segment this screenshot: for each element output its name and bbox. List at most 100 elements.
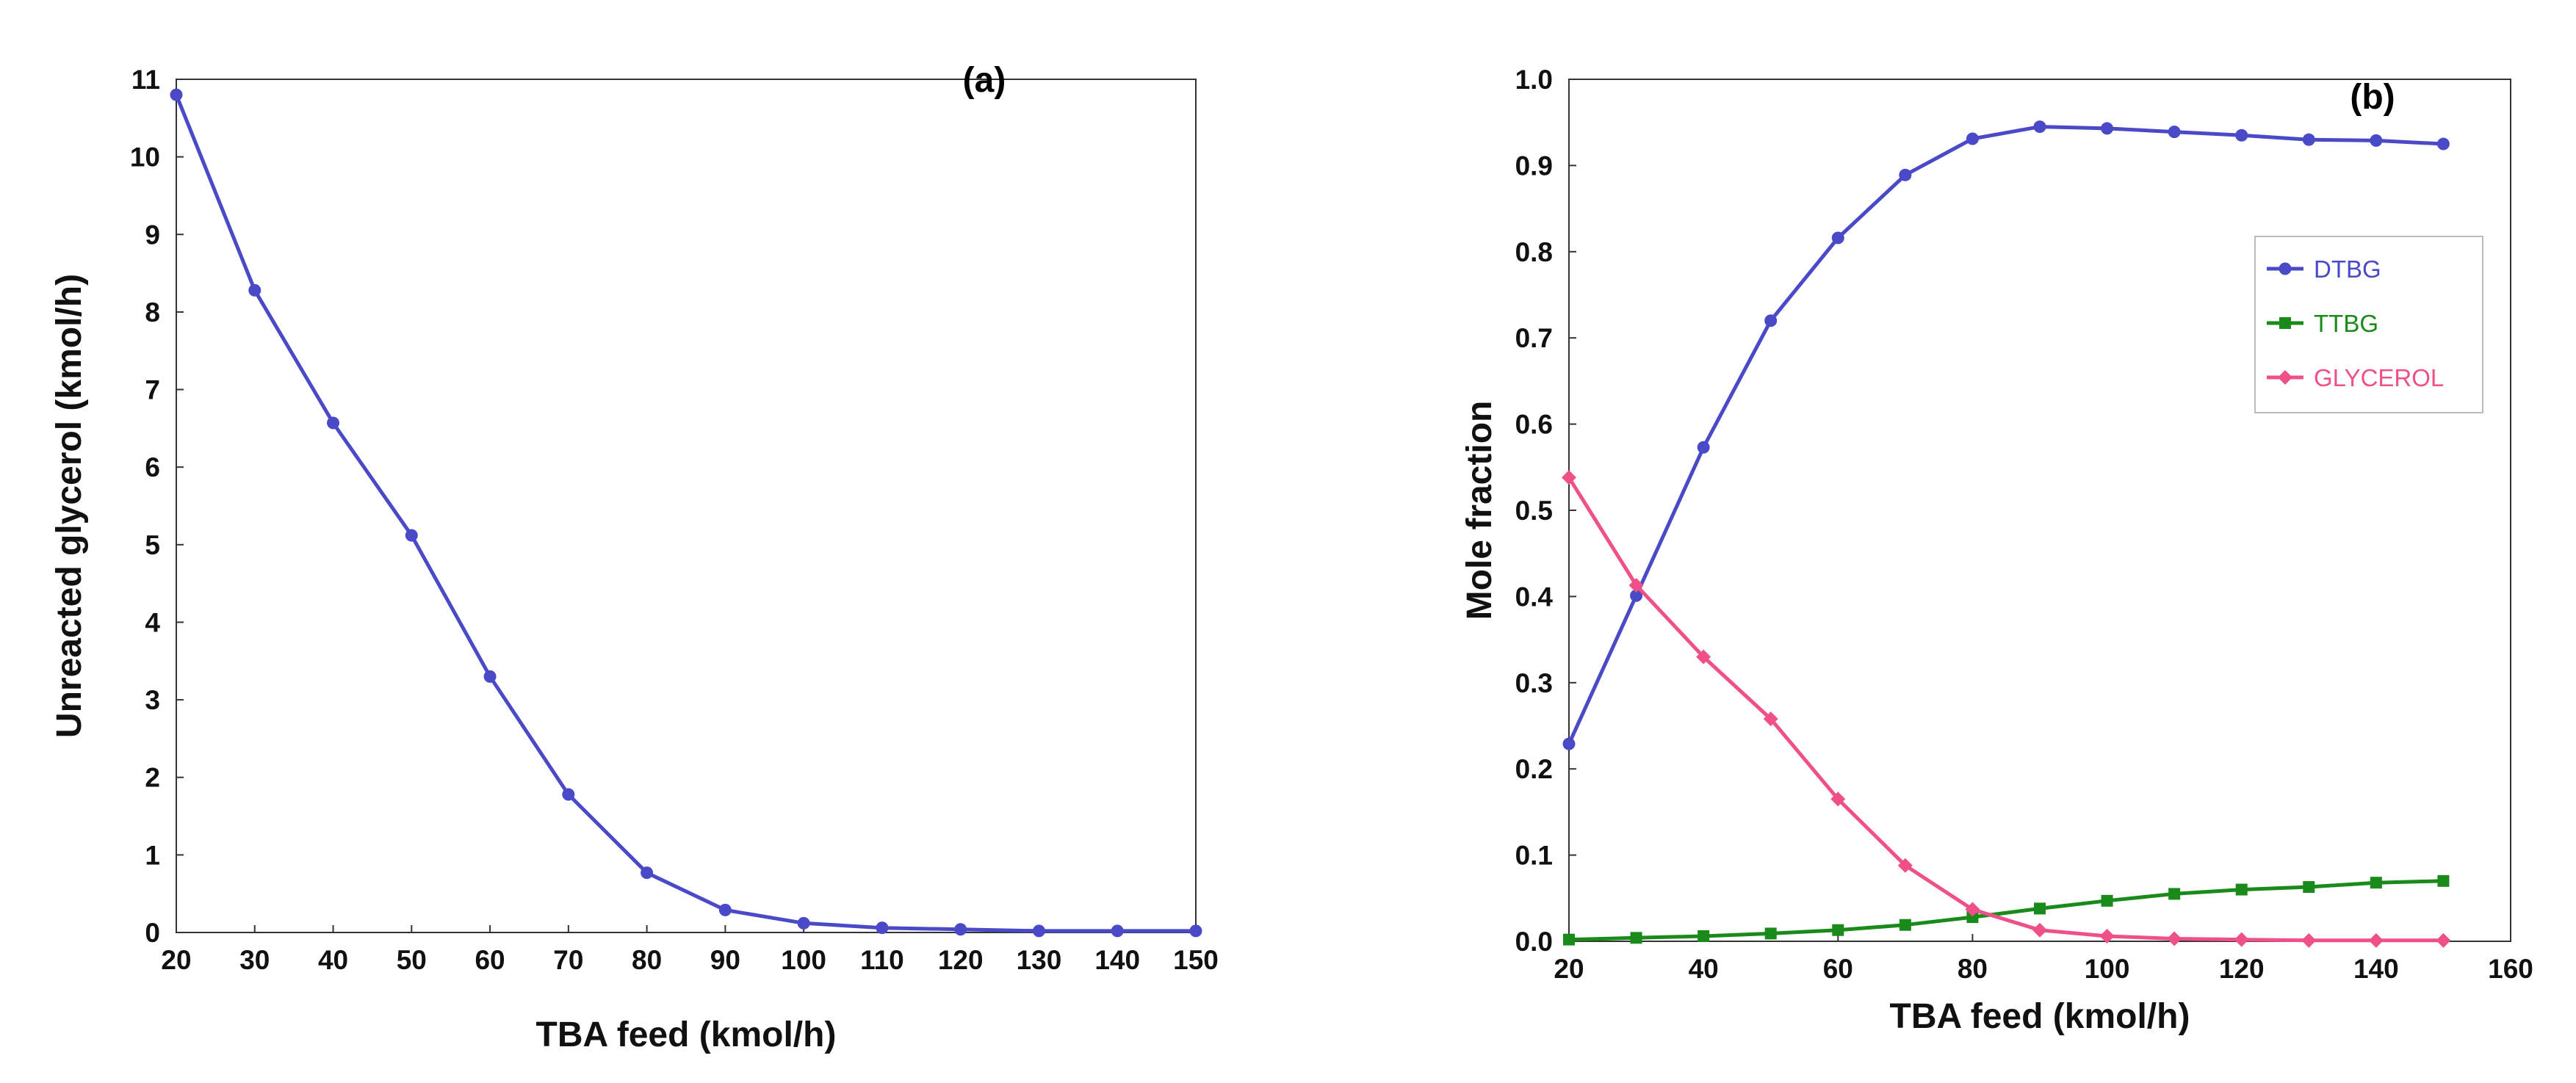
panel-label-a: (a) [963, 61, 1006, 100]
data-point-b-dtbg-1 [1630, 589, 1643, 602]
data-point-a-unreacted-glycerol-3 [405, 529, 418, 542]
data-point-b-glycerol-1 [1628, 578, 1644, 593]
data-point-b-ttbg-13 [2437, 874, 2450, 887]
series-line-b-dtbg [1567, 125, 2444, 745]
data-point-a-unreacted-glycerol-6 [641, 866, 654, 880]
x-tick-label-b-7: 160 [2488, 954, 2533, 984]
data-point-b-glycerol-13 [2436, 932, 2451, 948]
data-point-b-ttbg-2 [1698, 930, 1710, 942]
y-tick-label-b-9: 0.9 [1515, 151, 1553, 181]
x-tick-label-a-10: 120 [938, 945, 984, 975]
y-tick-label-b-8: 0.8 [1515, 237, 1553, 267]
data-point-a-unreacted-glycerol-2 [327, 416, 340, 430]
data-point-b-glycerol-12 [2368, 932, 2384, 948]
data-point-b-ttbg-3 [1764, 927, 1777, 940]
data-point-b-dtbg-0 [1562, 737, 1576, 750]
data-point-b-dtbg-6 [1966, 132, 1979, 145]
data-point-b-glycerol-2 [1696, 649, 1711, 664]
data-point-b-glycerol-8 [2099, 928, 2115, 943]
y-tick-label-a-1: 1 [145, 840, 160, 870]
data-point-a-unreacted-glycerol-10 [954, 923, 967, 936]
legend-label-ttbg: TTBG [2314, 310, 2378, 337]
data-point-a-unreacted-glycerol-5 [562, 788, 575, 801]
data-point-b-dtbg-4 [1831, 231, 1844, 245]
chart-b: 20 40 60 80 100 120 140 160 0.0 0.1 0.2 0.3 0.4 0.5 0.… [1460, 65, 2533, 1036]
x-axis-title-a: TBA feed (kmol/h) [536, 1015, 837, 1054]
data-point-b-ttbg-10 [2235, 883, 2248, 896]
y-tick-label-b-1: 0.1 [1515, 841, 1553, 871]
data-point-b-glycerol-0 [1562, 470, 1576, 485]
data-point-b-ttbg-11 [2303, 881, 2315, 894]
data-point-b-dtbg-12 [2370, 134, 2383, 147]
x-tick-label-a-6: 80 [632, 945, 662, 975]
legend-marker-ttbg [2279, 317, 2291, 329]
series-line-b-ttbg [1568, 879, 2444, 942]
data-point-b-glycerol-11 [2301, 932, 2317, 948]
data-point-b-ttbg-5 [1899, 919, 1911, 931]
legend-marker-glycerol [2278, 370, 2292, 385]
x-tick-label-b-2: 60 [1823, 954, 1853, 984]
x-tick-label-b-3: 80 [1958, 954, 1988, 984]
chart-a: 20 30 40 50 60 70 80 90 100 110 120 130 140 150 0 1 2 3 4 5… [50, 61, 1219, 1054]
x-tick-label-b-4: 100 [2085, 954, 2130, 984]
data-point-a-unreacted-glycerol-0 [170, 88, 183, 101]
y-tick-label-a-10: 10 [130, 142, 160, 173]
data-point-a-unreacted-glycerol-12 [1111, 924, 1124, 938]
x-tick-label-a-1: 30 [239, 945, 270, 975]
y-tick-label-b-6: 0.6 [1515, 410, 1553, 440]
y-tick-label-a-8: 8 [145, 297, 160, 327]
y-tick-label-a-4: 4 [145, 607, 160, 637]
y-axis-title-b: Mole fraction [1460, 401, 1499, 620]
data-point-b-ttbg-9 [2168, 888, 2181, 900]
y-tick-label-b-3: 0.3 [1515, 668, 1553, 698]
data-point-a-unreacted-glycerol-1 [248, 283, 261, 297]
data-point-a-unreacted-glycerol-4 [483, 670, 497, 683]
data-point-a-unreacted-glycerol-11 [1032, 924, 1045, 938]
data-point-a-unreacted-glycerol-9 [876, 921, 889, 935]
x-tick-label-a-13: 150 [1173, 945, 1219, 975]
x-tick-label-a-4: 60 [475, 945, 505, 975]
data-point-b-glycerol-4 [1830, 792, 1846, 807]
y-tick-label-b-7: 0.7 [1515, 323, 1553, 353]
x-tick-label-a-2: 40 [318, 945, 348, 975]
x-tick-label-a-11: 130 [1017, 945, 1062, 975]
data-point-b-ttbg-8 [2101, 894, 2113, 907]
x-tick-label-a-0: 20 [161, 945, 191, 975]
x-tick-label-a-7: 90 [710, 945, 740, 975]
data-point-b-ttbg-4 [1832, 924, 1844, 936]
x-tick-label-a-8: 100 [781, 945, 826, 975]
x-tick-label-b-0: 20 [1554, 954, 1584, 984]
data-point-b-ttbg-1 [1630, 932, 1642, 944]
data-point-b-dtbg-5 [1899, 168, 1912, 181]
data-point-b-glycerol-3 [1763, 711, 1778, 727]
legend-marker-dtbg [2279, 262, 2292, 275]
y-tick-label-b-2: 0.2 [1515, 754, 1553, 784]
data-point-b-ttbg-0 [1563, 933, 1575, 946]
y-tick-label-a-5: 5 [145, 530, 160, 560]
data-point-b-dtbg-3 [1764, 314, 1778, 327]
y-tick-label-a-9: 9 [145, 220, 160, 250]
x-tick-label-b-6: 140 [2353, 954, 2399, 984]
data-point-b-dtbg-7 [2033, 120, 2046, 134]
plot-frame-a [176, 79, 1197, 933]
data-point-b-dtbg-13 [2436, 137, 2450, 151]
data-point-b-glycerol-9 [2167, 931, 2182, 946]
legend-label-dtbg: DTBG [2314, 256, 2381, 283]
y-tick-label-a-0: 0 [145, 918, 160, 948]
data-point-b-glycerol-10 [2234, 932, 2249, 947]
data-point-b-glycerol-6 [1965, 902, 1980, 917]
panel-label-b: (b) [2350, 78, 2395, 117]
data-point-b-dtbg-11 [2302, 133, 2315, 146]
data-point-b-ttbg-12 [2370, 877, 2382, 889]
y-tick-label-a-7: 7 [145, 375, 160, 405]
y-tick-label-a-2: 2 [145, 763, 160, 793]
data-point-b-dtbg-8 [2101, 122, 2114, 135]
data-point-b-ttbg-6 [1966, 911, 1979, 924]
series-line-b-glycerol [1567, 477, 2444, 943]
plot-frame-b [1568, 79, 2511, 942]
data-point-a-unreacted-glycerol-7 [718, 903, 732, 916]
series-line-a-unreacted-glycerol [174, 94, 1196, 933]
data-point-a-unreacted-glycerol-8 [797, 916, 810, 930]
legend-label-glycerol: GLYCEROL [2314, 364, 2444, 391]
x-tick-label-a-3: 50 [397, 945, 427, 975]
